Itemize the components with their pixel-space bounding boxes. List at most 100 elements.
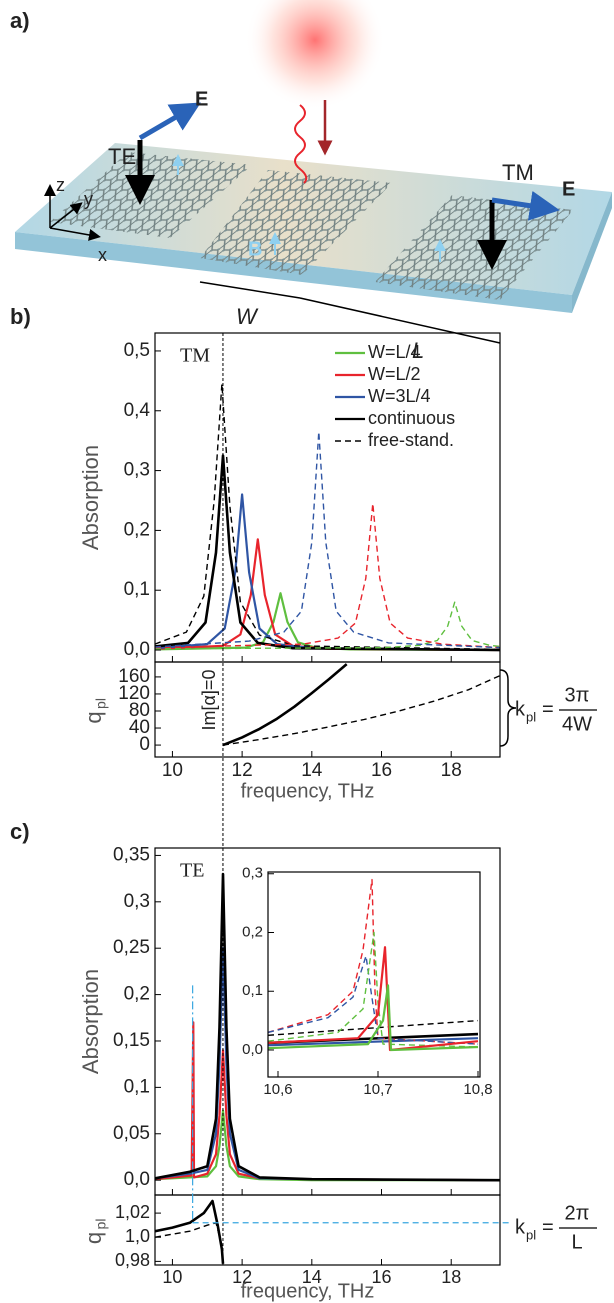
y-tick-label: 0,2	[242, 923, 263, 940]
arrow	[491, 190, 560, 221]
x-tick-label: 16	[371, 1267, 391, 1287]
dimension-line	[199, 281, 301, 299]
y-tick-label: 1,02	[115, 1202, 150, 1222]
series-line	[155, 383, 500, 651]
y-tick-label: 40	[129, 717, 150, 738]
y-axis-label: q	[81, 711, 106, 723]
x-tick-label: 14	[302, 1267, 322, 1287]
legend-label: W=3L/4	[368, 386, 431, 406]
plot-area	[155, 1199, 225, 1264]
series-line	[268, 955, 479, 1045]
series-line	[155, 1199, 225, 1264]
schematic: a) TE E z y x B W L TM E	[10, 0, 612, 363]
panel-text: TE	[180, 860, 204, 882]
legend-label: W=L/2	[368, 364, 421, 384]
substrate-side	[572, 192, 612, 313]
y-tick-label: 0,3	[242, 865, 263, 882]
series-line	[155, 454, 500, 652]
x-tick-label: 14	[301, 760, 323, 781]
panel-label: a)	[10, 8, 30, 33]
label: TM	[502, 160, 534, 185]
y-tick-label: 0,35	[113, 844, 150, 865]
formula: pl	[526, 1227, 536, 1242]
formula: =	[542, 698, 554, 720]
dimension-line	[299, 297, 501, 344]
series-line	[155, 872, 500, 1182]
x-tick-label: 10,7	[363, 1081, 392, 1098]
plot-area	[268, 878, 479, 1052]
y-axis-label: q	[81, 1232, 106, 1244]
y-axis-label: Absorption	[78, 445, 103, 550]
y-tick-label: 0,15	[113, 1030, 150, 1051]
series-line	[268, 1037, 479, 1047]
label: E	[562, 178, 575, 200]
x-tick-label: 16	[371, 760, 392, 781]
y-tick-label: 0,25	[113, 937, 150, 958]
y-tick-label: 120	[118, 683, 150, 704]
y-tick-label: 0,1	[242, 982, 263, 999]
graphene-strip	[375, 195, 573, 300]
series-line	[268, 931, 479, 1048]
y-tick-label: 0,5	[124, 340, 150, 361]
plot-area	[155, 383, 500, 652]
plot-frame	[267, 871, 481, 1078]
formula: 4W	[562, 713, 592, 735]
formula: pl	[526, 709, 536, 724]
label: E	[195, 88, 208, 110]
panel-label: c)	[10, 819, 30, 844]
y-axis-label-sub: pl	[93, 698, 109, 709]
axis-arrow	[49, 202, 83, 229]
label: y	[84, 189, 93, 209]
y-axis-label: Absorption	[78, 969, 103, 1074]
panel-text: TM	[180, 345, 210, 367]
series-line	[268, 1019, 479, 1036]
label: W	[236, 304, 259, 329]
x-tick-label: 12	[232, 1267, 252, 1287]
formula: k	[515, 698, 526, 720]
series-line	[155, 493, 500, 652]
y-tick-label: 0,2	[124, 519, 150, 540]
plot-frame	[154, 1194, 501, 1266]
formula: L	[571, 1231, 582, 1253]
y-axis-label-sub: pl	[93, 1219, 109, 1230]
graphene-strip	[200, 170, 392, 275]
x-tick-label: 10	[162, 760, 183, 781]
y-tick-label: 0,3	[124, 891, 150, 912]
arrow	[138, 102, 201, 141]
y-tick-label: 0,1	[124, 579, 150, 600]
wave	[294, 104, 308, 184]
label: B	[248, 238, 262, 260]
series-line	[268, 984, 479, 1052]
light-glow	[245, 0, 385, 110]
x-tick-label: 10,8	[463, 1081, 492, 1098]
plot-frame	[154, 661, 501, 758]
brace	[499, 669, 517, 747]
y-tick-label: 0,0	[124, 1169, 150, 1190]
legend-label: continuous	[368, 408, 455, 428]
label: L	[412, 338, 424, 363]
legend-label: W=L/4	[368, 342, 421, 362]
x-tick-label: 10,6	[263, 1081, 292, 1098]
formula: 2π	[565, 1202, 590, 1224]
label: TE	[108, 144, 136, 169]
axis-arrow	[49, 227, 101, 241]
series-line	[155, 502, 500, 649]
y-tick-label: 0,0	[242, 1041, 263, 1058]
y-tick-label: 0,05	[113, 1123, 150, 1144]
y-tick-label: 80	[129, 700, 150, 721]
x-tick-label: 18	[441, 1267, 461, 1287]
label: z	[56, 175, 65, 195]
y-tick-label: 0,3	[124, 460, 150, 481]
y-tick-label: 0,98	[115, 1250, 150, 1270]
y-tick-label: 0,0	[124, 639, 150, 660]
x-tick-label: 18	[441, 760, 462, 781]
formula: 3π	[565, 684, 590, 706]
formula: k	[515, 1216, 526, 1238]
y-tick-label: 0	[139, 734, 150, 755]
panel-label: b)	[10, 304, 31, 329]
x-tick-label: 10	[162, 1267, 182, 1287]
plot-area	[222, 663, 500, 747]
series-line	[155, 601, 500, 650]
